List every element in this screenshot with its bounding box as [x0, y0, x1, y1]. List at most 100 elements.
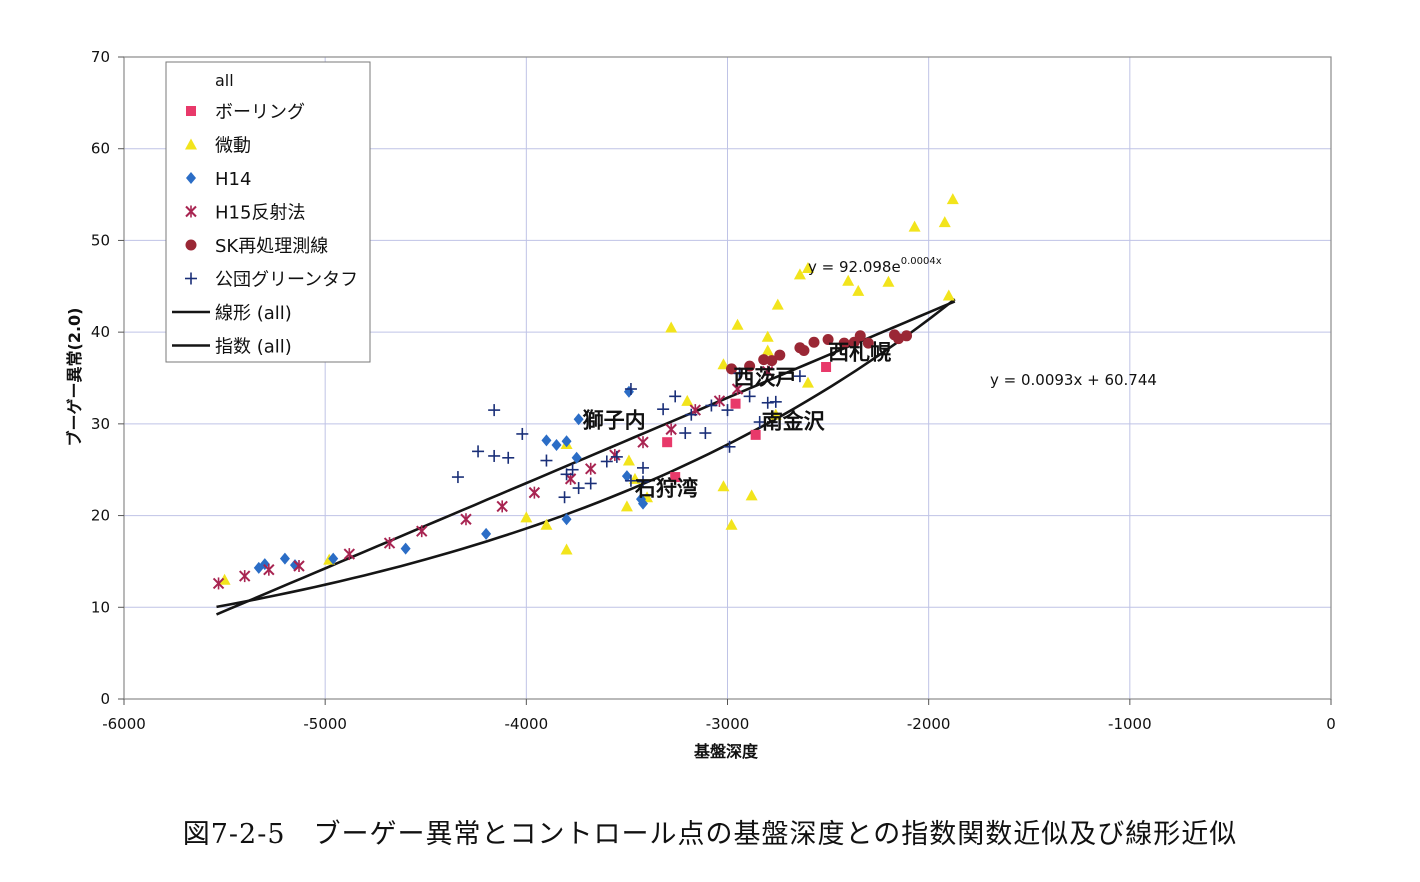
data-point	[882, 275, 895, 287]
data-point	[665, 321, 678, 333]
data-point	[584, 477, 597, 490]
data-point	[218, 573, 231, 585]
legend-marker	[186, 106, 196, 116]
data-point	[821, 361, 832, 372]
series-triangle	[218, 193, 959, 585]
data-point	[862, 337, 874, 349]
data-point	[566, 463, 579, 476]
data-point	[263, 563, 275, 576]
data-point	[769, 395, 782, 408]
data-point	[212, 577, 225, 590]
legend-label: SK再処理測線	[215, 236, 328, 257]
data-point	[279, 552, 290, 565]
data-point	[481, 527, 492, 540]
y-tick-label: 0	[100, 690, 110, 708]
data-point	[801, 376, 814, 388]
legend-label: H14	[215, 169, 251, 190]
data-point	[502, 451, 515, 464]
linear-equation-label: y = 0.0093x + 60.744	[990, 371, 1157, 389]
data-point	[681, 394, 694, 406]
data-point	[713, 394, 726, 407]
data-point	[560, 468, 573, 481]
legend-label: H15反射法	[215, 203, 305, 224]
y-tick-label: 10	[91, 598, 110, 616]
data-point	[946, 193, 959, 205]
y-tick-label: 70	[91, 48, 110, 66]
data-point	[637, 461, 650, 474]
data-point	[685, 408, 698, 421]
data-point	[743, 390, 756, 403]
exponential-equation-label: y = 92.098e0.0004x	[808, 256, 942, 276]
linear-trendline	[215, 300, 956, 616]
y-tick-label: 50	[91, 231, 110, 249]
series-square	[662, 361, 832, 483]
data-point	[558, 491, 571, 504]
data-point	[551, 438, 562, 451]
data-point	[731, 383, 744, 396]
data-point	[705, 399, 718, 412]
data-point	[622, 454, 635, 466]
legend-marker	[185, 138, 197, 150]
data-point	[769, 408, 782, 420]
data-point	[801, 261, 814, 273]
data-point	[621, 470, 632, 483]
series-asterisk	[212, 365, 774, 590]
data-point	[561, 513, 572, 526]
data-point	[679, 427, 692, 440]
data-point	[670, 472, 681, 483]
data-point	[657, 403, 670, 416]
data-point	[572, 482, 585, 495]
x-tick-label: -4000	[505, 715, 549, 733]
data-point	[540, 518, 553, 530]
legend-label: ボーリング	[215, 102, 305, 123]
data-point	[744, 360, 756, 372]
y-axis-label: ブーゲー異常(2.0)	[65, 308, 84, 447]
data-point	[753, 416, 766, 429]
trendlines	[215, 298, 956, 616]
data-point	[520, 511, 533, 523]
data-point	[761, 330, 774, 342]
data-point	[854, 330, 866, 342]
data-point	[561, 435, 572, 448]
data-point	[942, 289, 955, 301]
data-point	[383, 537, 396, 550]
data-point	[721, 404, 734, 417]
data-point	[798, 344, 810, 356]
data-point	[541, 434, 552, 447]
data-point	[771, 298, 784, 310]
series-circle	[726, 329, 913, 375]
legend-label: 指数 (all)	[215, 337, 292, 358]
data-point	[540, 454, 553, 467]
axes: -6000 -5000 -4000 -3000 -2000 -1000 0 0 10 20 30 40…	[91, 48, 1336, 733]
data-point	[638, 497, 649, 510]
legend-marker	[185, 272, 197, 285]
y-tick-label: 40	[91, 323, 110, 341]
data-point	[573, 413, 584, 426]
data-point	[609, 449, 621, 462]
legend-label: 線形 (all)	[215, 303, 292, 324]
site-label: 西札幌	[828, 341, 891, 365]
data-point	[717, 358, 730, 370]
data-point	[560, 543, 573, 555]
data-point	[822, 333, 834, 345]
data-point	[496, 500, 508, 513]
data-point	[808, 336, 820, 348]
x-tick-label: -1000	[1108, 715, 1152, 733]
data-point	[774, 349, 786, 361]
y-tick-label: 30	[91, 415, 110, 433]
data-point	[669, 390, 682, 403]
x-axis-label: 基盤深度	[693, 742, 759, 761]
site-label: 西茨戸	[734, 365, 797, 389]
x-tick-label: -5000	[303, 715, 347, 733]
data-point	[571, 451, 582, 464]
data-point	[516, 427, 529, 440]
data-point	[938, 216, 951, 228]
data-point	[908, 220, 921, 232]
data-point	[852, 284, 865, 296]
data-point	[842, 274, 855, 286]
figure-caption: 図7-2-5 ブーゲー異常とコントロール点の基盤深度との指数関数近似及び線形近似	[182, 819, 1238, 850]
data-point	[238, 570, 251, 583]
exponential-trendline	[216, 298, 956, 609]
